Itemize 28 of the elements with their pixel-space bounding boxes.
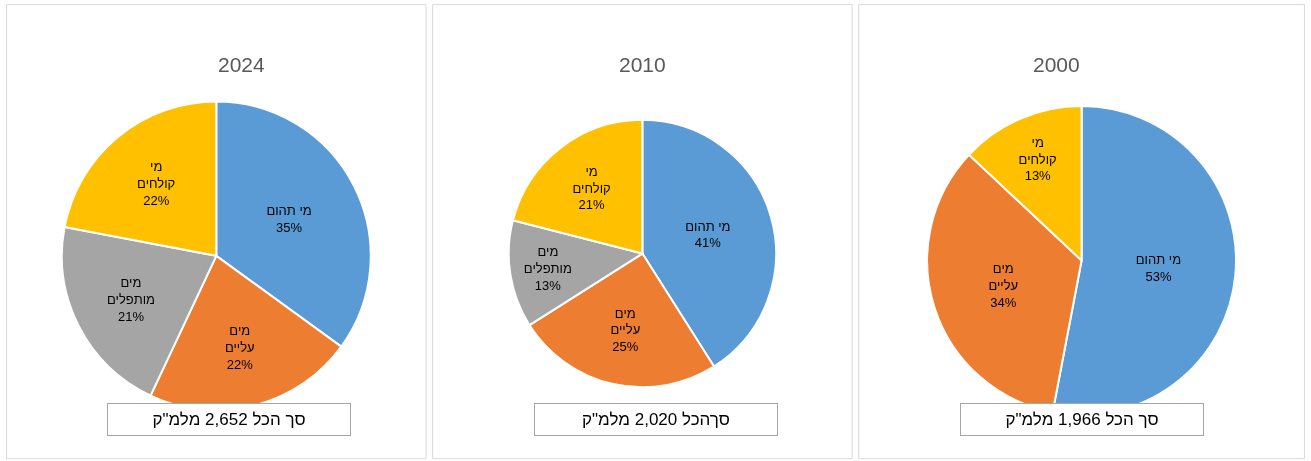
slice-label: מי קולחים bbox=[1018, 134, 1057, 167]
data-label: 21% bbox=[117, 308, 145, 324]
slice-label: מי קולחים bbox=[137, 158, 176, 191]
data-label: 22% bbox=[143, 192, 170, 208]
data-label: 41% bbox=[694, 235, 722, 251]
chart-title: 2024 bbox=[218, 53, 266, 76]
slice-label: מי תהום bbox=[1135, 251, 1182, 267]
chart-title: 2010 bbox=[619, 53, 666, 76]
data-label: 22% bbox=[226, 356, 254, 372]
data-label: 53% bbox=[1145, 268, 1172, 284]
text: סךהכל 2,020 מלמ"ק bbox=[582, 410, 730, 429]
data-label: 21% bbox=[578, 197, 606, 213]
slice-label: מים מותפלים bbox=[106, 274, 156, 307]
slice-label: מי קולחים bbox=[572, 163, 611, 196]
data-label: 25% bbox=[612, 339, 639, 355]
chart-title: 2000 bbox=[1033, 53, 1080, 76]
slice-label: מים עליים bbox=[224, 322, 255, 355]
data-label: 13% bbox=[1024, 168, 1052, 184]
slice-label: מים עליים bbox=[988, 261, 1019, 294]
slice-label: מי תהום bbox=[685, 218, 731, 234]
text: סך הכל 1,966 מלמ"ק bbox=[1005, 410, 1159, 429]
data-label: 34% bbox=[990, 295, 1017, 311]
slice-label: מי תהום bbox=[266, 202, 312, 218]
data-label: 13% bbox=[534, 277, 562, 293]
data-label: 35% bbox=[276, 219, 303, 235]
slice-label: מים מותפלים bbox=[523, 244, 572, 277]
text: סך הכל 2,652 מלמ"ק bbox=[152, 410, 306, 429]
slice-label: מים עליים bbox=[610, 305, 641, 338]
